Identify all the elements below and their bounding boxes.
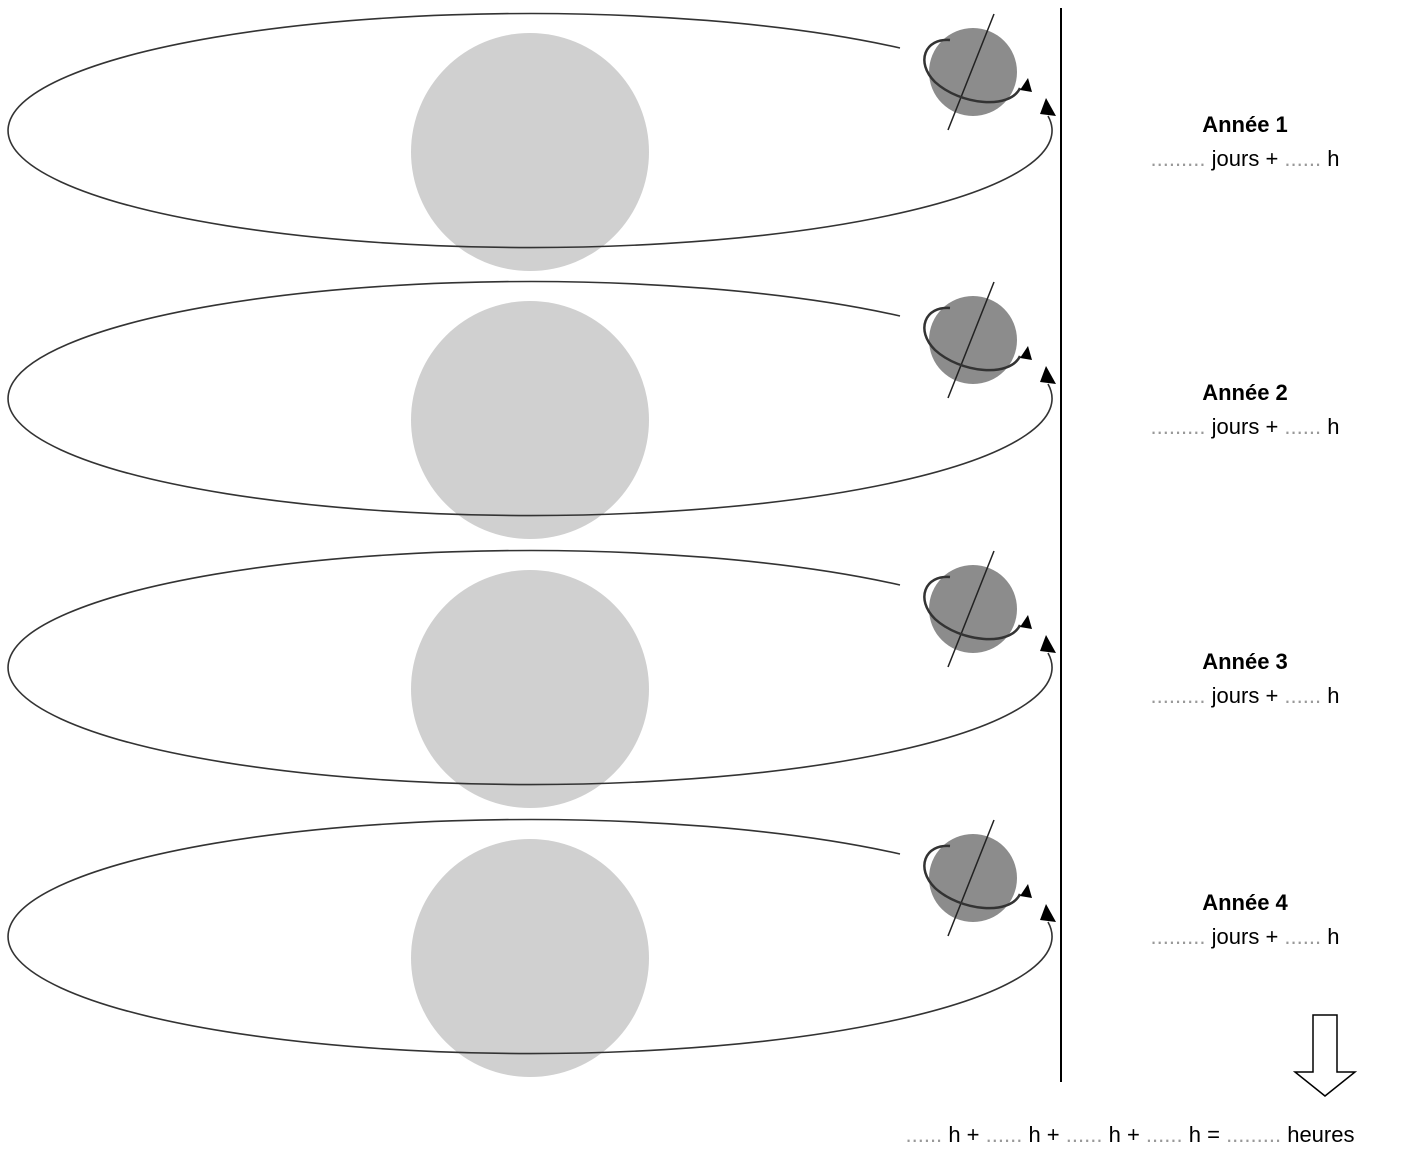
orbit [7, 818, 1053, 1055]
year-label: Année 3......... jours + ...... h [1105, 645, 1385, 713]
year-line: ......... jours + ...... h [1105, 679, 1385, 713]
orbit-arrow [1040, 904, 1056, 922]
blank: ......... [1150, 414, 1206, 439]
total-line: ...... h + ...... h + ...... h + ...... … [860, 1122, 1400, 1148]
planet-axis [947, 281, 995, 399]
year-title: Année 2 [1202, 380, 1288, 405]
spin-ring [923, 306, 1022, 372]
unit: h + [948, 1122, 980, 1147]
unit: jours + [1211, 414, 1279, 439]
year-panel [7, 12, 1056, 271]
blank: ...... [1145, 1122, 1183, 1147]
year-label: Année 4......... jours + ...... h [1105, 886, 1385, 954]
year-line: ......... jours + ...... h [1105, 142, 1385, 176]
blank: ...... [905, 1122, 943, 1147]
sun [411, 839, 649, 1077]
blank: ...... [1284, 146, 1322, 171]
year-line: ......... jours + ...... h [1105, 410, 1385, 444]
unit: jours + [1211, 924, 1279, 949]
unit: heures [1287, 1122, 1355, 1147]
spin-arrow [1020, 884, 1032, 898]
unit: jours + [1211, 146, 1279, 171]
planet-axis [947, 13, 995, 131]
blank: ......... [1150, 146, 1206, 171]
year-title: Année 1 [1202, 112, 1288, 137]
blank: ...... [1065, 1122, 1103, 1147]
blank: ...... [1284, 683, 1322, 708]
orbit [7, 12, 1053, 249]
blank: ......... [1226, 1122, 1282, 1147]
sun [411, 33, 649, 271]
sun [411, 301, 649, 539]
spin-arrow [1020, 615, 1032, 629]
orbit [7, 280, 1053, 517]
orbit-arrow [1040, 366, 1056, 384]
blank: ...... [985, 1122, 1023, 1147]
spin-ring [923, 575, 1022, 641]
orbit-arrow [1040, 98, 1056, 116]
year-label: Année 1......... jours + ...... h [1105, 108, 1385, 176]
sun [411, 570, 649, 808]
year-line: ......... jours + ...... h [1105, 920, 1385, 954]
year-title: Année 4 [1202, 890, 1288, 915]
blank: ......... [1150, 924, 1206, 949]
planet-axis [947, 819, 995, 937]
year-panel [7, 280, 1056, 539]
year-label: Année 2......... jours + ...... h [1105, 376, 1385, 444]
blank: ...... [1284, 414, 1322, 439]
orbit [7, 549, 1053, 786]
year-title: Année 3 [1202, 649, 1288, 674]
orbit-arrow [1040, 635, 1056, 653]
unit: h + [1028, 1122, 1060, 1147]
spin-arrow [1020, 78, 1032, 92]
blank: ...... [1284, 924, 1322, 949]
spin-ring [923, 38, 1022, 104]
unit: h [1327, 924, 1340, 949]
unit: h [1327, 146, 1340, 171]
spin-ring [923, 844, 1022, 910]
year-panel [7, 818, 1056, 1077]
planet-axis [947, 550, 995, 668]
unit: h [1327, 414, 1340, 439]
unit: h + [1108, 1122, 1140, 1147]
unit: jours + [1211, 683, 1279, 708]
blank: ......... [1150, 683, 1206, 708]
unit: h = [1188, 1122, 1220, 1147]
down-arrow [1292, 1014, 1358, 1097]
unit: h [1327, 683, 1340, 708]
year-panel [7, 549, 1056, 808]
spin-arrow [1020, 346, 1032, 360]
